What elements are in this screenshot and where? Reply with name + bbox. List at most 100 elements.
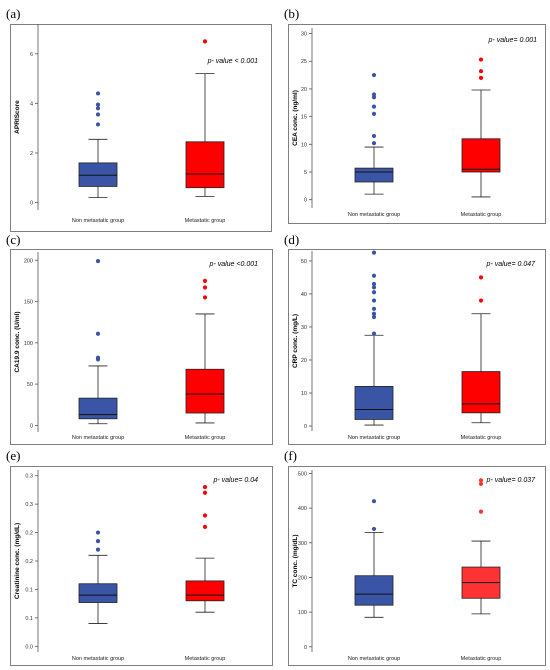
outlier-point: [371, 141, 377, 146]
p-value-annotation: p- value <0.001: [209, 261, 259, 268]
chart-frame-d: [288, 249, 546, 445]
outlier-point: [478, 75, 484, 80]
y-tick-label: 200: [298, 575, 307, 581]
y-tick-label: 0.0: [25, 644, 33, 650]
p-value-annotation: p- value < 0.001: [207, 58, 259, 65]
y-tick-label: 100: [24, 341, 33, 347]
box-iqr: [354, 575, 394, 606]
y-tick-label: 400: [298, 506, 307, 512]
x-category-label: Non metastatic group: [72, 656, 124, 662]
y-tick-label: 0.2: [25, 559, 33, 565]
outlier-point: [371, 133, 377, 139]
outlier-point: [95, 112, 101, 117]
x-category-label: Metastatic group: [461, 656, 502, 662]
y-tick-label: 10: [301, 142, 307, 148]
y-tick-label: 150: [24, 300, 33, 306]
outlier-point: [371, 298, 377, 303]
p-value-annotation: p- value= 0.047: [486, 261, 537, 268]
y-tick-label: 2: [30, 151, 33, 157]
y-axis-label: CEA conc. (ng/ml): [292, 90, 299, 146]
box-iqr: [78, 162, 118, 187]
outlier-point: [95, 106, 101, 111]
outlier-point: [371, 311, 377, 316]
y-tick-label: 0.3: [25, 502, 33, 508]
chart-frame-e: [10, 466, 273, 666]
y-tick-label: 0: [30, 423, 33, 429]
x-category-label: Non metastatic group: [348, 435, 400, 441]
box-iqr: [78, 397, 118, 420]
y-tick-label: 10: [301, 391, 307, 397]
x-category-label: Metastatic group: [185, 435, 226, 441]
x-category-label: Non metastatic group: [72, 435, 124, 441]
outlier-point: [95, 538, 101, 544]
panel-label-d: (d): [284, 232, 300, 247]
outlier-point: [478, 509, 484, 514]
outlier-point: [478, 275, 484, 280]
outlier-point: [371, 111, 377, 116]
outlier-point: [371, 314, 377, 320]
x-category-label: Non metastatic group: [72, 218, 124, 224]
y-tick-label: 0: [304, 645, 307, 651]
y-tick-label: 300: [298, 541, 307, 547]
y-tick-label: 20: [301, 87, 307, 93]
panel-label-f: (f): [284, 448, 297, 463]
outlier-point: [202, 39, 208, 44]
p-value-annotation: p- value= 0.04: [212, 477, 258, 484]
outlier-point: [202, 524, 208, 529]
outlier-point: [371, 306, 377, 311]
y-axis-label: CRP conc. (mg/L): [292, 314, 299, 368]
x-category-label: Metastatic group: [461, 212, 502, 218]
x-category-label: Non metastatic group: [348, 212, 400, 218]
y-tick-label: 30: [301, 32, 307, 38]
chart-frame-c: [10, 249, 273, 445]
outlier-point: [202, 278, 208, 283]
box-iqr: [185, 368, 225, 414]
outlier-point: [478, 298, 484, 303]
chart-frame-a: [10, 24, 272, 232]
panel-label-c: (c): [6, 232, 21, 247]
outlier-point: [95, 122, 101, 127]
chart-frame-f: [288, 466, 546, 666]
outlier-point: [202, 285, 208, 290]
box-iqr: [354, 386, 394, 420]
y-tick-label: 0.1: [25, 616, 33, 622]
y-tick-label: 50: [27, 382, 33, 388]
outlier-point: [371, 281, 377, 287]
outlier-point: [478, 478, 484, 483]
outlier-point: [202, 513, 208, 518]
y-tick-label: 0.2: [25, 531, 33, 537]
y-tick-label: 50: [301, 259, 307, 265]
outlier-point: [202, 484, 208, 490]
y-axis-label: APRIScore: [14, 100, 21, 134]
p-value-annotation: p- value= 0.001: [488, 37, 538, 44]
outlier-point: [371, 104, 377, 109]
y-tick-label: 4: [30, 101, 33, 107]
y-tick-label: 500: [298, 471, 307, 477]
y-tick-label: 200: [24, 258, 33, 264]
panel-label-a: (a): [6, 6, 21, 21]
outlier-point: [95, 91, 101, 96]
y-tick-label: 25: [301, 59, 307, 65]
x-category-label: Metastatic group: [185, 656, 226, 662]
outlier-point: [95, 102, 101, 107]
box-iqr: [461, 371, 501, 414]
outlier-point: [478, 481, 484, 486]
y-tick-label: 15: [301, 115, 307, 121]
y-tick-label: 0: [304, 424, 307, 430]
chart-frame-b: [288, 24, 546, 224]
outlier-point: [95, 258, 101, 264]
box-iqr: [461, 138, 501, 173]
y-axis-label: TC conc. (mg/dL): [292, 534, 299, 587]
outlier-point: [371, 331, 377, 336]
box-iqr: [185, 141, 225, 189]
panel-label-e: (e): [6, 448, 21, 463]
y-tick-label: 5: [304, 170, 307, 176]
outlier-point: [371, 273, 377, 278]
outlier-point: [478, 69, 484, 74]
